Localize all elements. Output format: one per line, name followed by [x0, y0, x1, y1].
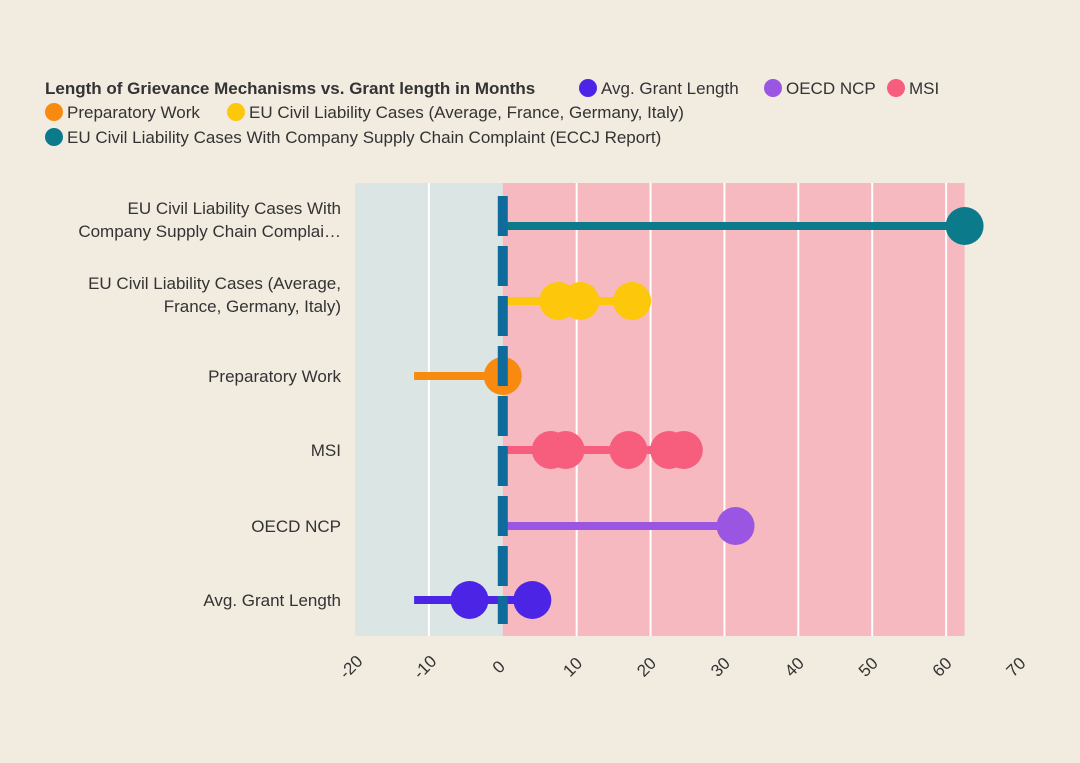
x-tick-label: 60	[929, 654, 956, 681]
legend-label: EU Civil Liability Cases With Company Su…	[67, 128, 661, 147]
x-tick-label: 50	[855, 654, 882, 681]
data-point	[716, 507, 755, 545]
legend-marker	[45, 128, 63, 146]
data-point	[609, 431, 648, 469]
x-tick-label: -20	[336, 652, 367, 683]
legend-label: MSI	[909, 79, 939, 98]
data-point	[561, 282, 600, 320]
x-tick-label: 20	[633, 654, 660, 681]
positive-band	[502, 183, 965, 636]
legend-marker	[764, 79, 782, 97]
data-point	[450, 581, 489, 619]
x-tick-label: -10	[410, 652, 441, 683]
data-point	[546, 431, 585, 469]
x-tick-label: 10	[559, 654, 586, 681]
x-tick-label: 0	[489, 657, 509, 677]
legend-label: Preparatory Work	[67, 103, 200, 122]
data-point	[664, 431, 703, 469]
category-label: EU Civil Liability Cases (Average,	[88, 274, 341, 293]
data-point	[613, 282, 652, 320]
category-label: OECD NCP	[251, 517, 341, 536]
category-label: Avg. Grant Length	[203, 591, 341, 610]
category-label: Preparatory Work	[208, 367, 341, 386]
chart-title: Length of Grievance Mechanisms vs. Grant…	[45, 79, 535, 98]
x-tick-label: 70	[1003, 654, 1030, 681]
legend-label: Avg. Grant Length	[601, 79, 739, 98]
legend-label: OECD NCP	[786, 79, 876, 98]
category-label: France, Germany, Italy)	[164, 297, 341, 316]
legend-marker	[227, 103, 245, 121]
x-tick-label: 40	[781, 654, 808, 681]
data-point	[513, 581, 552, 619]
legend-marker	[579, 79, 597, 97]
category-label: MSI	[311, 441, 341, 460]
legend-marker	[887, 79, 905, 97]
category-label: Company Supply Chain Complai…	[78, 222, 341, 241]
data-point	[945, 207, 984, 245]
legend-marker	[45, 103, 63, 121]
category-label: EU Civil Liability Cases With	[128, 199, 342, 218]
legend-label: EU Civil Liability Cases (Average, Franc…	[249, 103, 684, 122]
x-tick-label: 30	[707, 654, 734, 681]
